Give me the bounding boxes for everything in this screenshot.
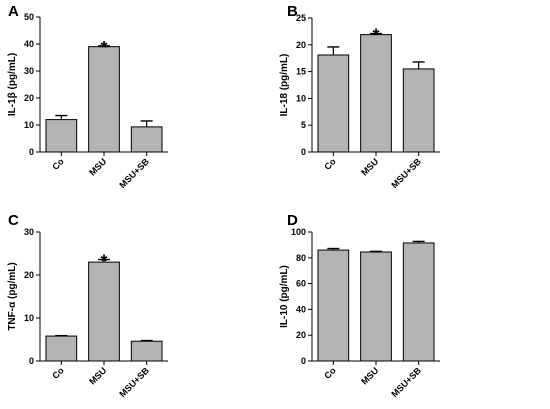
panel-b-y-tick-label: 20	[296, 40, 306, 50]
panel-a-y-tick-label: 20	[24, 93, 34, 103]
panel-a-category-label: Co	[50, 156, 66, 172]
panel-a-y-tick-label: 0	[29, 147, 34, 157]
panel-d-y-label: IL-10 (pg/mL)	[279, 265, 290, 328]
panel-a-y-tick-label: 40	[24, 39, 34, 49]
panel-d-y-tick-label: 40	[296, 304, 306, 314]
panel-c-category-label: MSU+SB	[117, 365, 151, 399]
panel-a-bar	[88, 46, 120, 153]
panel-b-letter: B	[287, 3, 298, 20]
panel-d-category-label: MSU+SB	[389, 365, 423, 399]
panel-b-y-tick-label: 5	[301, 120, 306, 130]
panel-d-y-tick-label: 80	[296, 253, 306, 263]
panel-a-category-label: MSU+SB	[117, 156, 151, 190]
panel-d-letter: D	[287, 212, 298, 229]
panel-b-y-label: IL-18 (pg/mL)	[279, 54, 290, 117]
panel-c-bar	[45, 335, 78, 362]
panel-d-y-tick-label: 100	[291, 227, 306, 237]
panel-b-category-label: MSU+SB	[389, 156, 423, 190]
panel-b-bar	[402, 68, 435, 153]
panel-d-category-label: MSU	[359, 365, 380, 386]
panel-b-y-tick-label: 0	[301, 147, 306, 157]
panel-c-y-tick-label: 10	[24, 313, 34, 323]
panel-b-bar	[317, 54, 350, 153]
panel-c-bar	[88, 261, 120, 362]
panel-c-y-label: TNF-α (pg/mL)	[7, 262, 18, 330]
panel-c-significance-star: *	[100, 252, 107, 272]
panel-c-category-label: MSU	[87, 365, 108, 386]
panel-d-bar	[360, 251, 392, 362]
panel-d-bar	[317, 249, 350, 362]
panel-a-y-tick-label: 50	[24, 12, 34, 22]
panel-a-significance-star: *	[100, 38, 107, 58]
panel-b-y-tick-label: 10	[296, 93, 306, 103]
panel-a-letter: A	[8, 3, 19, 20]
panel-d-y-tick-label: 60	[296, 279, 306, 289]
panel-b-y-tick-label: 15	[296, 67, 306, 77]
panel-d-y-tick-label: 0	[301, 356, 306, 366]
panel-d-category-label: Co	[322, 365, 338, 381]
panel-b-bar	[360, 34, 392, 153]
panel-b-y-tick-label: 25	[296, 13, 306, 23]
panel-a-y-tick-label: 30	[24, 66, 34, 76]
panel-a-y-tick-label: 10	[24, 120, 34, 130]
panel-d-y-tick-label: 20	[296, 330, 306, 340]
panel-a-y-label: IL-1β (pg/mL)	[7, 53, 18, 116]
panel-d-bar	[402, 242, 435, 362]
panel-a-bar	[130, 126, 163, 153]
panel-c-letter: C	[8, 212, 19, 229]
panel-b-category-label: Co	[322, 156, 338, 172]
panel-c-category-label: Co	[50, 365, 66, 381]
panel-a-category-label: MSU	[87, 156, 108, 177]
panel-b-significance-star: *	[372, 26, 379, 46]
panel-b-category-label: MSU	[359, 156, 380, 177]
panel-a-bar	[45, 119, 78, 153]
panel-c-y-tick-label: 0	[29, 356, 34, 366]
panel-c-bar	[130, 340, 163, 362]
panel-c-y-tick-label: 20	[24, 270, 34, 280]
panel-c-y-tick-label: 30	[24, 227, 34, 237]
